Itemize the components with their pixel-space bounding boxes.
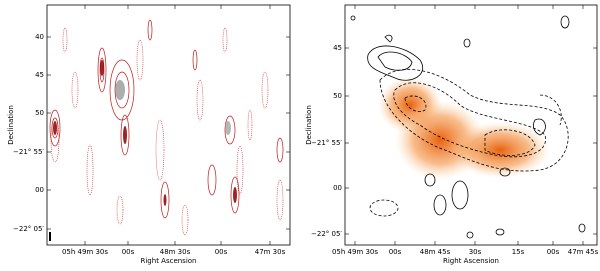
y-tick-label: −21° 55′ — [13, 148, 44, 156]
y-tick-label: 00 — [333, 184, 342, 192]
y-tick-label: −22° 05′ — [311, 230, 342, 238]
y-tick-label: 45 — [35, 71, 44, 79]
x-tick-label: 48m 30s — [160, 248, 191, 256]
x-axis-label: Right Ascension — [443, 257, 499, 265]
right-map — [350, 15, 586, 239]
y-tick-label: 00 — [35, 186, 44, 194]
x-tick-label: 00s — [215, 248, 228, 256]
y-tick-label: −21° 55′ — [311, 139, 342, 147]
left-map — [47, 5, 290, 245]
y-axis-label: Declination — [7, 105, 15, 145]
x-tick-label: 00s — [389, 248, 402, 256]
right-frame — [344, 4, 598, 246]
x-tick-label: 05h 49m 30s — [62, 248, 108, 256]
x-tick-label: 47m 45s — [568, 248, 599, 256]
y-tick-label: 50 — [35, 109, 44, 117]
x-tick-label: 05h 49m 30s — [332, 248, 378, 256]
y-axis-label: Declination — [305, 105, 313, 145]
x-tick-label: 47m 30s — [255, 248, 286, 256]
left-frame — [46, 4, 291, 246]
x-tick-label: 00s — [547, 248, 560, 256]
y-tick-label: −22° 05′ — [13, 225, 44, 233]
x-tick-label: 48m 45s — [420, 248, 451, 256]
y-tick-label: 40 — [35, 33, 44, 41]
y-tick-label: 45 — [333, 44, 342, 52]
x-axis-label: Right Ascension — [141, 257, 197, 265]
y-tick-label: 50 — [333, 92, 342, 100]
x-tick-label: 30s — [469, 248, 482, 256]
x-tick-label: 00s — [122, 248, 135, 256]
x-tick-label: 15s — [512, 248, 525, 256]
